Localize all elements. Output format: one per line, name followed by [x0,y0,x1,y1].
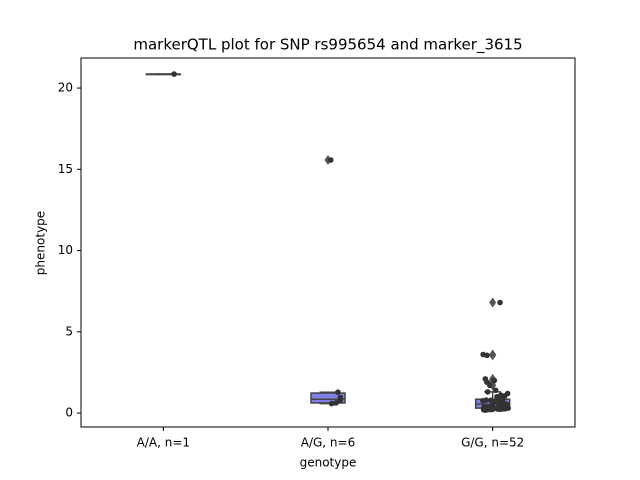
strip-point [491,377,498,384]
strip-point [497,299,503,306]
strip-point [327,157,334,163]
y-tick-label: 5 [65,324,73,338]
x-tick-label: A/G, n=6 [301,436,355,450]
strip-point [484,352,490,359]
y-tick-label: 15 [58,162,73,176]
x-tick-label: G/G, n=52 [461,436,524,450]
y-tick-label: 10 [58,243,73,257]
plot-frame [80,57,576,428]
box [310,392,346,404]
strip-point [171,71,177,77]
x-tick-label: A/A, n=1 [137,436,190,450]
strip-point [487,382,493,389]
strip-point [496,406,502,413]
y-tick-label: 20 [58,81,73,95]
flier [489,350,497,361]
strip-point [484,389,491,395]
strip-point [335,389,341,396]
y-tick-label: 0 [65,406,73,420]
chart-title: markerQTL plot for SNP rs995654 and mark… [133,36,522,55]
strip-point [482,407,489,413]
strip-point [333,400,339,406]
flier [489,297,497,308]
strip-point [328,400,335,407]
strip-point [480,398,486,404]
strip-point [492,387,499,394]
y-axis-label: phenotype [34,211,48,275]
x-axis-label: genotype [300,456,357,470]
